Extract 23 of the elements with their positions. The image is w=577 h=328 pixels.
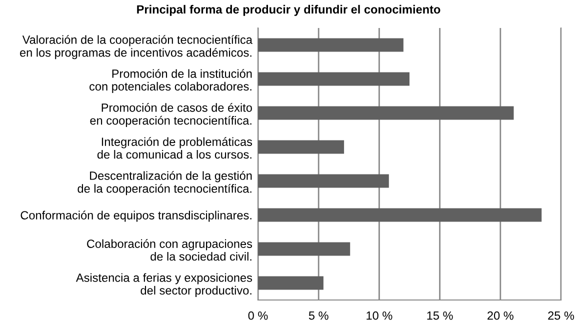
y-tick-label: Integración de problemáticas de la comunicad a los cursos. — [97, 137, 252, 159]
bar — [258, 38, 404, 52]
y-tick-label: Promoción de casos de éxito en cooperación tecnocientífica. — [90, 103, 252, 128]
chart-title: Principal forma de producir y difundir el conocimiento — [137, 4, 440, 16]
x-tick-label: 5 % — [308, 311, 328, 320]
y-tick-label: Descentralización de la gestión de la cooperación tecnocientífica. — [78, 171, 252, 196]
bar — [258, 174, 389, 188]
y-tick-label: Promoción de la institución con potenciales colaboradores. — [90, 69, 252, 93]
y-tick-label: Asistencia a ferias y exposiciones del sector productivo. — [76, 273, 252, 297]
x-tick-label: 20 % — [488, 311, 514, 320]
bar — [258, 276, 324, 290]
y-tick-label: Colaboración con agrupaciones de la sociedad civil. — [87, 239, 252, 261]
bar — [258, 72, 410, 86]
x-tick-label: 15 % — [427, 311, 453, 320]
x-tick-label: 0 % — [248, 311, 268, 320]
bar — [258, 208, 542, 222]
x-tick-label: 25 % — [548, 311, 574, 320]
bar — [258, 106, 514, 120]
bar — [258, 242, 350, 256]
x-tick-label: 10 % — [366, 311, 392, 320]
y-tick-label: Conformación de equipos transdisciplinares. — [20, 210, 252, 222]
y-tick-label: Valoración de la cooperación tecnocientífica en los programas de incentivos académicos. — [20, 35, 252, 60]
bar — [258, 140, 344, 154]
